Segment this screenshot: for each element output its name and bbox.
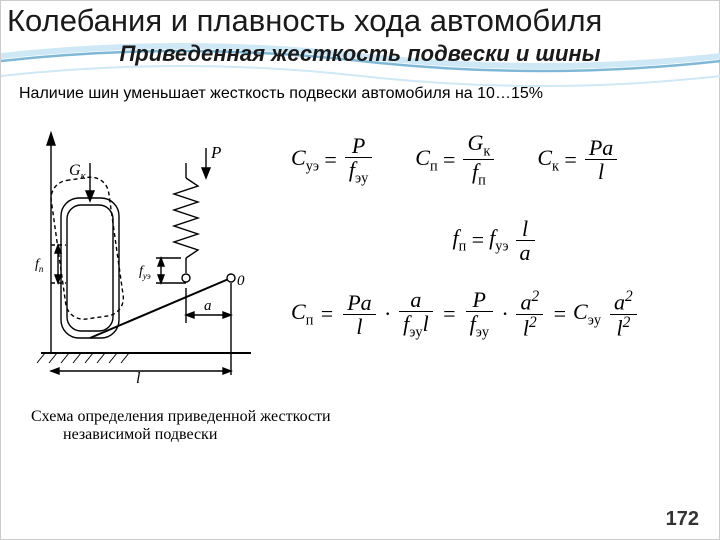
formula-c-uz: Cуэ = Pfэу [291, 134, 375, 186]
formula-long: Cп = Pal · afэуl = Pfэу · a2l2 = Cэу a2l… [291, 288, 699, 340]
svg-text:0: 0 [237, 273, 245, 289]
formula-block: Cуэ = Pfэу Cп = Gкfп Cк = Pal fп = fуэ l… [291, 123, 699, 340]
svg-text:Gк: Gк [69, 162, 87, 182]
svg-text:l: l [136, 370, 141, 383]
svg-text:fуэ: fуэ [139, 264, 151, 281]
svg-text:P: P [210, 143, 221, 162]
page-subtitle: Приведенная жесткость подвески и шины [1, 41, 719, 67]
svg-text:fп: fп [35, 257, 44, 274]
formula-f-p: fп = fуэ la [452, 217, 537, 264]
page-number: 172 [666, 508, 699, 531]
intro-text: Наличие шин уменьшает жесткость подвески… [1, 67, 719, 103]
suspension-diagram: Gк fп 0 [31, 123, 261, 383]
formula-c-p: Cп = Gкfп [415, 131, 497, 189]
page-title: Колебания и плавность хода автомобиля [1, 1, 719, 39]
formula-c-k: Cк = Pal [537, 136, 620, 183]
svg-text:a: a [204, 298, 212, 314]
diagram-caption: Схема определения приведенной жесткости … [1, 408, 719, 444]
